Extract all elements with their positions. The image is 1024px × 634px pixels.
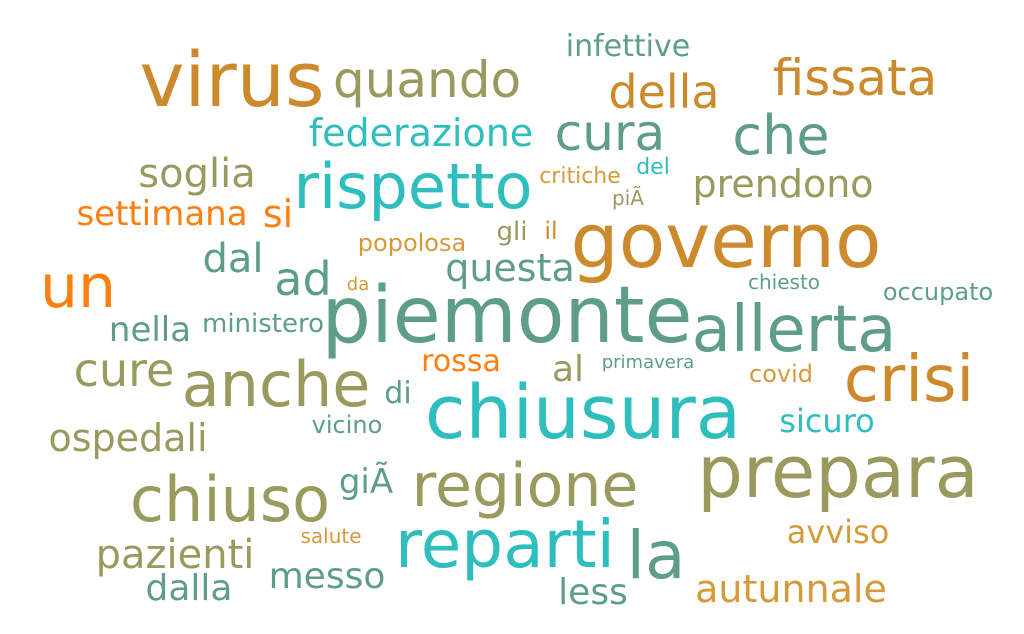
cloud-word: messo: [268, 556, 386, 597]
cloud-word: virus: [139, 35, 325, 124]
cloud-word: prendono: [692, 162, 874, 206]
cloud-word: la: [626, 517, 686, 594]
cloud-word: piemonte: [321, 271, 693, 361]
cloud-word: reparti: [395, 506, 615, 583]
cloud-word: giÃ: [338, 462, 394, 502]
cloud-word: al: [551, 349, 585, 390]
cloud-word: da: [346, 274, 370, 295]
cloud-word: sicuro: [779, 402, 875, 440]
cloud-word: nella: [108, 310, 192, 350]
cloud-word: chiesto: [747, 270, 821, 294]
cloud-word: less: [558, 572, 628, 613]
cloud-word: quando: [332, 51, 522, 109]
cloud-word: chiuso: [129, 463, 331, 536]
cloud-word: della: [608, 65, 720, 119]
cloud-word: settimana: [76, 194, 248, 234]
cloud-word: infettive: [565, 29, 691, 64]
cloud-word: regione: [411, 451, 639, 521]
cloud-word: il: [544, 217, 558, 245]
cloud-word: piÃ: [612, 186, 644, 210]
cloud-word: avviso: [786, 513, 890, 551]
cloud-word: del: [636, 155, 670, 180]
cloud-word: fissata: [772, 49, 938, 107]
cloud-word: ministero: [201, 309, 325, 339]
cloud-word: federazione: [308, 111, 534, 155]
cloud-word: allerta: [691, 293, 897, 367]
cloud-word: questa: [445, 246, 575, 290]
cloud-word: soglia: [138, 151, 256, 197]
cloud-word: crisi: [843, 343, 975, 417]
cloud-word: autunnale: [695, 567, 887, 611]
cloud-word: prepara: [697, 430, 979, 514]
cloud-word: gli: [496, 217, 528, 247]
cloud-word: pazienti: [95, 532, 255, 578]
cloud-word: critiche: [539, 164, 621, 189]
cloud-word: primavera: [601, 352, 695, 373]
cloud-word: chiusura: [424, 370, 742, 456]
cloud-word: un: [39, 252, 117, 322]
cloud-word: rossa: [421, 344, 501, 379]
cloud-word: che: [732, 104, 830, 167]
cloud-word: anche: [181, 348, 371, 421]
cloud-word: cure: [73, 343, 175, 397]
cloud-word: cura: [554, 104, 666, 162]
cloud-word: dal: [202, 236, 264, 282]
cloud-word: di: [384, 376, 412, 411]
cloud-word: salute: [300, 524, 362, 548]
cloud-word: rispetto: [293, 150, 533, 223]
cloud-word: covid: [749, 360, 813, 388]
cloud-word: popolosa: [357, 229, 467, 257]
cloud-word: ospedali: [48, 416, 208, 460]
cloud-word: occupato: [882, 278, 994, 306]
cloud-word: si: [262, 192, 294, 236]
cloud-word: dalla: [145, 568, 233, 609]
cloud-word: governo: [570, 196, 882, 285]
cloud-word: ad: [274, 252, 332, 306]
cloud-word: vicino: [311, 411, 383, 439]
